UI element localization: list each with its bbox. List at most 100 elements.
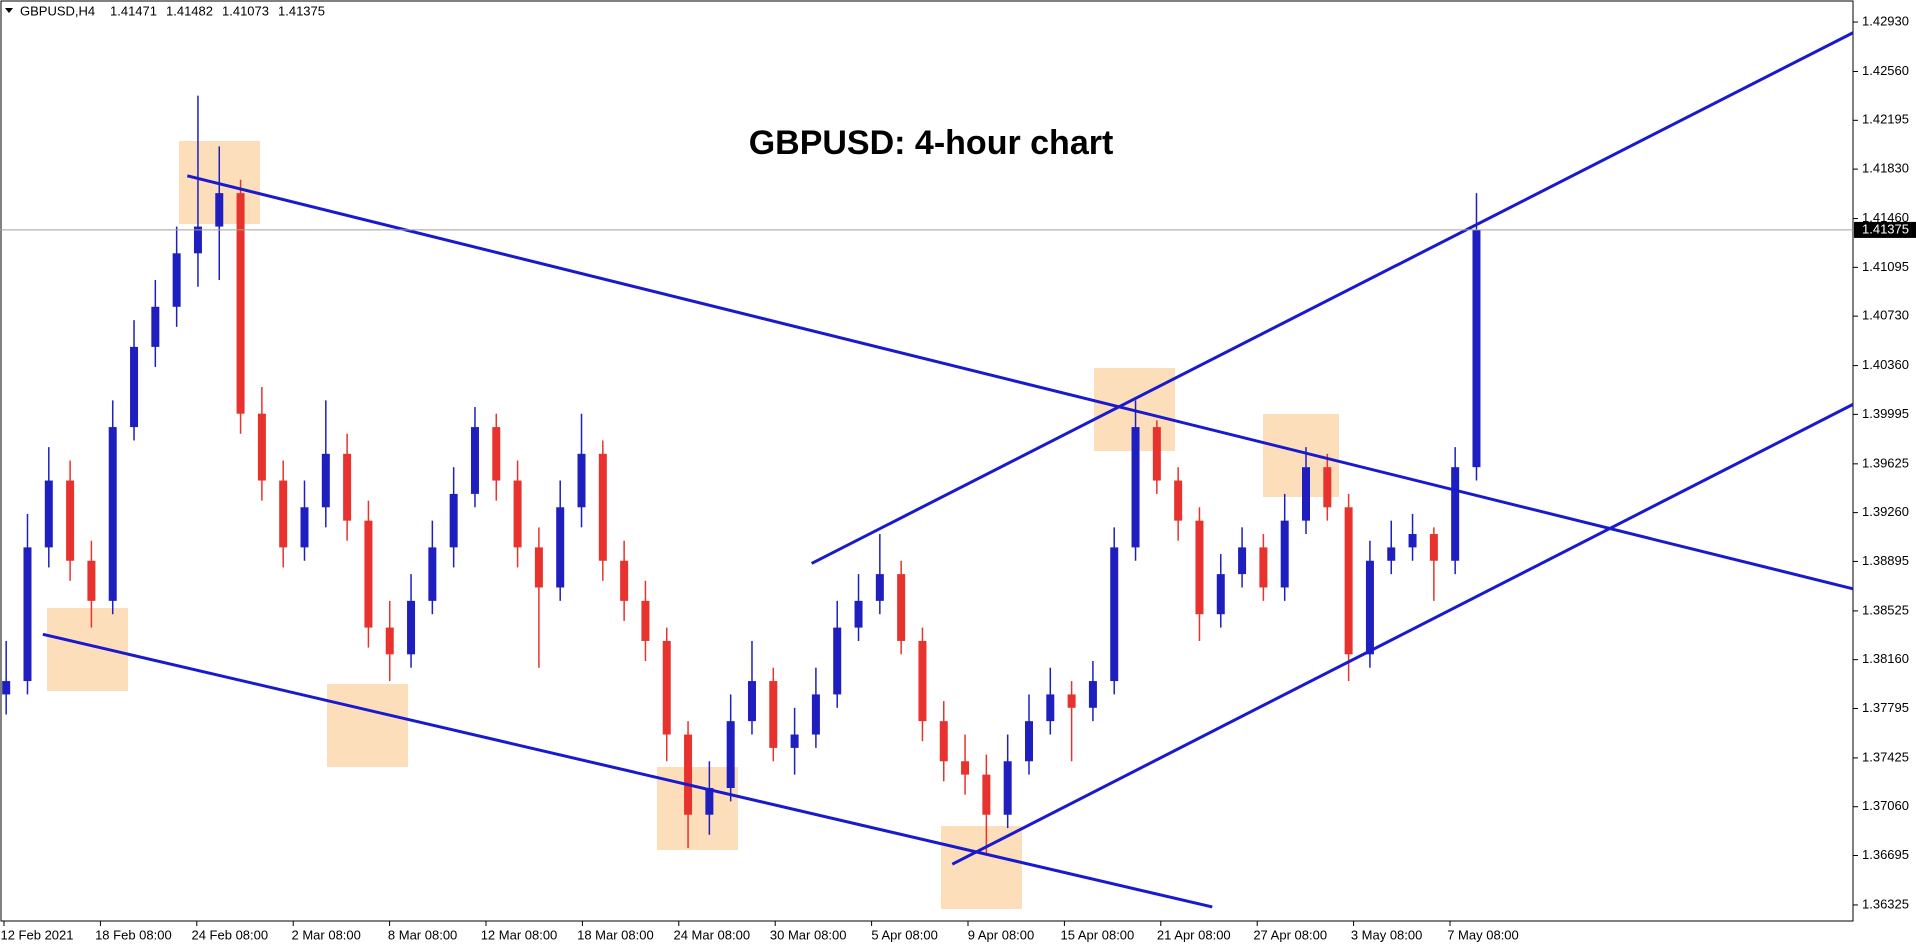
candle-body	[1365, 560, 1374, 655]
candle-body	[2, 681, 11, 695]
x-tick-label: 8 Mar 08:00	[388, 927, 457, 942]
candle-body	[918, 640, 927, 722]
symbol: GBPUSD,H4	[20, 3, 95, 18]
candle-body	[257, 413, 266, 481]
x-tick-label: 9 Apr 08:00	[968, 927, 1035, 942]
x-tick-label: 12 Mar 08:00	[481, 927, 558, 942]
y-tick-label: 1.40730	[1862, 308, 1909, 323]
candle-body	[407, 600, 416, 655]
candle-body	[1131, 427, 1140, 548]
candle-body	[385, 627, 394, 655]
price-label: 1.41375	[1862, 221, 1909, 236]
candle-body	[1323, 467, 1332, 508]
candle-body	[1003, 761, 1012, 815]
x-tick-label: 21 Apr 08:00	[1157, 927, 1231, 942]
y-tick-label: 1.42560	[1862, 63, 1909, 78]
y-tick-label: 1.39625	[1862, 455, 1909, 470]
y-tick-label: 1.37795	[1862, 700, 1909, 715]
x-tick-label: 18 Mar 08:00	[577, 927, 654, 942]
x-tick-label: 5 Apr 08:00	[871, 927, 938, 942]
price-tag	[1854, 221, 1916, 238]
menu-arrow[interactable]	[5, 8, 13, 13]
header-value: 1.41375	[278, 3, 325, 18]
header-value: 1.41482	[166, 3, 213, 18]
candle-body	[66, 480, 75, 561]
x-tick-label: 7 May 08:00	[1447, 927, 1519, 942]
y-tick-label: 1.41830	[1862, 161, 1909, 176]
candle-body	[790, 734, 799, 748]
candle-body	[1152, 427, 1161, 481]
candle-body	[1195, 520, 1204, 615]
candle-body	[130, 346, 139, 428]
y-tick-label: 1.41460	[1862, 210, 1909, 225]
candle-body	[726, 721, 735, 788]
candle-body	[620, 560, 629, 601]
trend-line	[42, 632, 1213, 909]
candle-body	[1088, 681, 1097, 708]
candle-body	[1174, 480, 1183, 521]
chart-title: GBPUSD: 4-hour chart	[749, 124, 1114, 162]
candle-body	[598, 453, 607, 561]
candle-body	[449, 493, 458, 548]
candle-body	[1067, 694, 1076, 708]
candle-body	[300, 507, 309, 548]
candle-body	[364, 520, 373, 628]
candle-body	[1429, 534, 1438, 561]
plot-frame	[0, 0, 1854, 922]
candle-body	[875, 574, 884, 601]
candle-body	[1302, 467, 1311, 521]
candle-body	[1408, 534, 1417, 548]
candle-body	[662, 640, 671, 735]
candle-body	[556, 507, 565, 588]
candle-body	[641, 600, 650, 641]
candle-body	[534, 547, 543, 588]
candle-body	[236, 193, 245, 414]
candle-body	[811, 694, 820, 735]
candle-body	[854, 600, 863, 628]
candle-body	[321, 453, 330, 508]
y-tick-label: 1.42195	[1862, 112, 1909, 127]
candle-body	[982, 774, 991, 815]
x-tick-label: 15 Apr 08:00	[1061, 927, 1135, 942]
x-tick-label: 12 Feb 2021	[0, 927, 73, 942]
header-value: 1.41471	[110, 3, 157, 18]
trend-line	[186, 174, 1854, 591]
candle-body	[172, 253, 181, 307]
candle-body	[492, 427, 501, 481]
y-tick-label: 1.41095	[1862, 259, 1909, 274]
x-tick-label: 30 Mar 08:00	[770, 927, 847, 942]
y-tick-label: 1.38895	[1862, 553, 1909, 568]
x-tick-label: 24 Feb 08:00	[191, 927, 268, 942]
candle-body	[1110, 547, 1119, 682]
candle-body	[87, 560, 96, 601]
candle-body	[151, 306, 160, 347]
y-tick-label: 1.36695	[1862, 847, 1909, 862]
candle-body	[939, 721, 948, 762]
trend-line	[951, 403, 1854, 866]
candle-body	[193, 226, 202, 254]
candle-body	[428, 547, 437, 601]
y-tick-label: 1.38160	[1862, 651, 1909, 666]
y-tick-label: 1.42930	[1862, 13, 1909, 28]
candle-body	[684, 734, 693, 815]
x-tick-label: 2 Mar 08:00	[292, 927, 361, 942]
candle-body	[513, 480, 522, 548]
candle-body	[1046, 694, 1055, 722]
candle-body	[23, 547, 32, 682]
y-tick-label: 1.37425	[1862, 749, 1909, 764]
y-tick-label: 1.39995	[1862, 406, 1909, 421]
candle-body	[1238, 547, 1247, 575]
y-tick-label: 1.40360	[1862, 357, 1909, 372]
candle-body	[470, 427, 479, 494]
candle-body	[897, 574, 906, 641]
candle-body	[769, 681, 778, 748]
candle-body	[108, 427, 117, 601]
highlight-box	[47, 608, 128, 691]
y-tick-label: 1.39260	[1862, 504, 1909, 519]
candle-body	[215, 193, 224, 227]
candle-body	[961, 761, 970, 775]
candle-body	[1216, 574, 1225, 615]
candle-body	[1451, 467, 1460, 561]
candle-body	[1024, 721, 1033, 762]
